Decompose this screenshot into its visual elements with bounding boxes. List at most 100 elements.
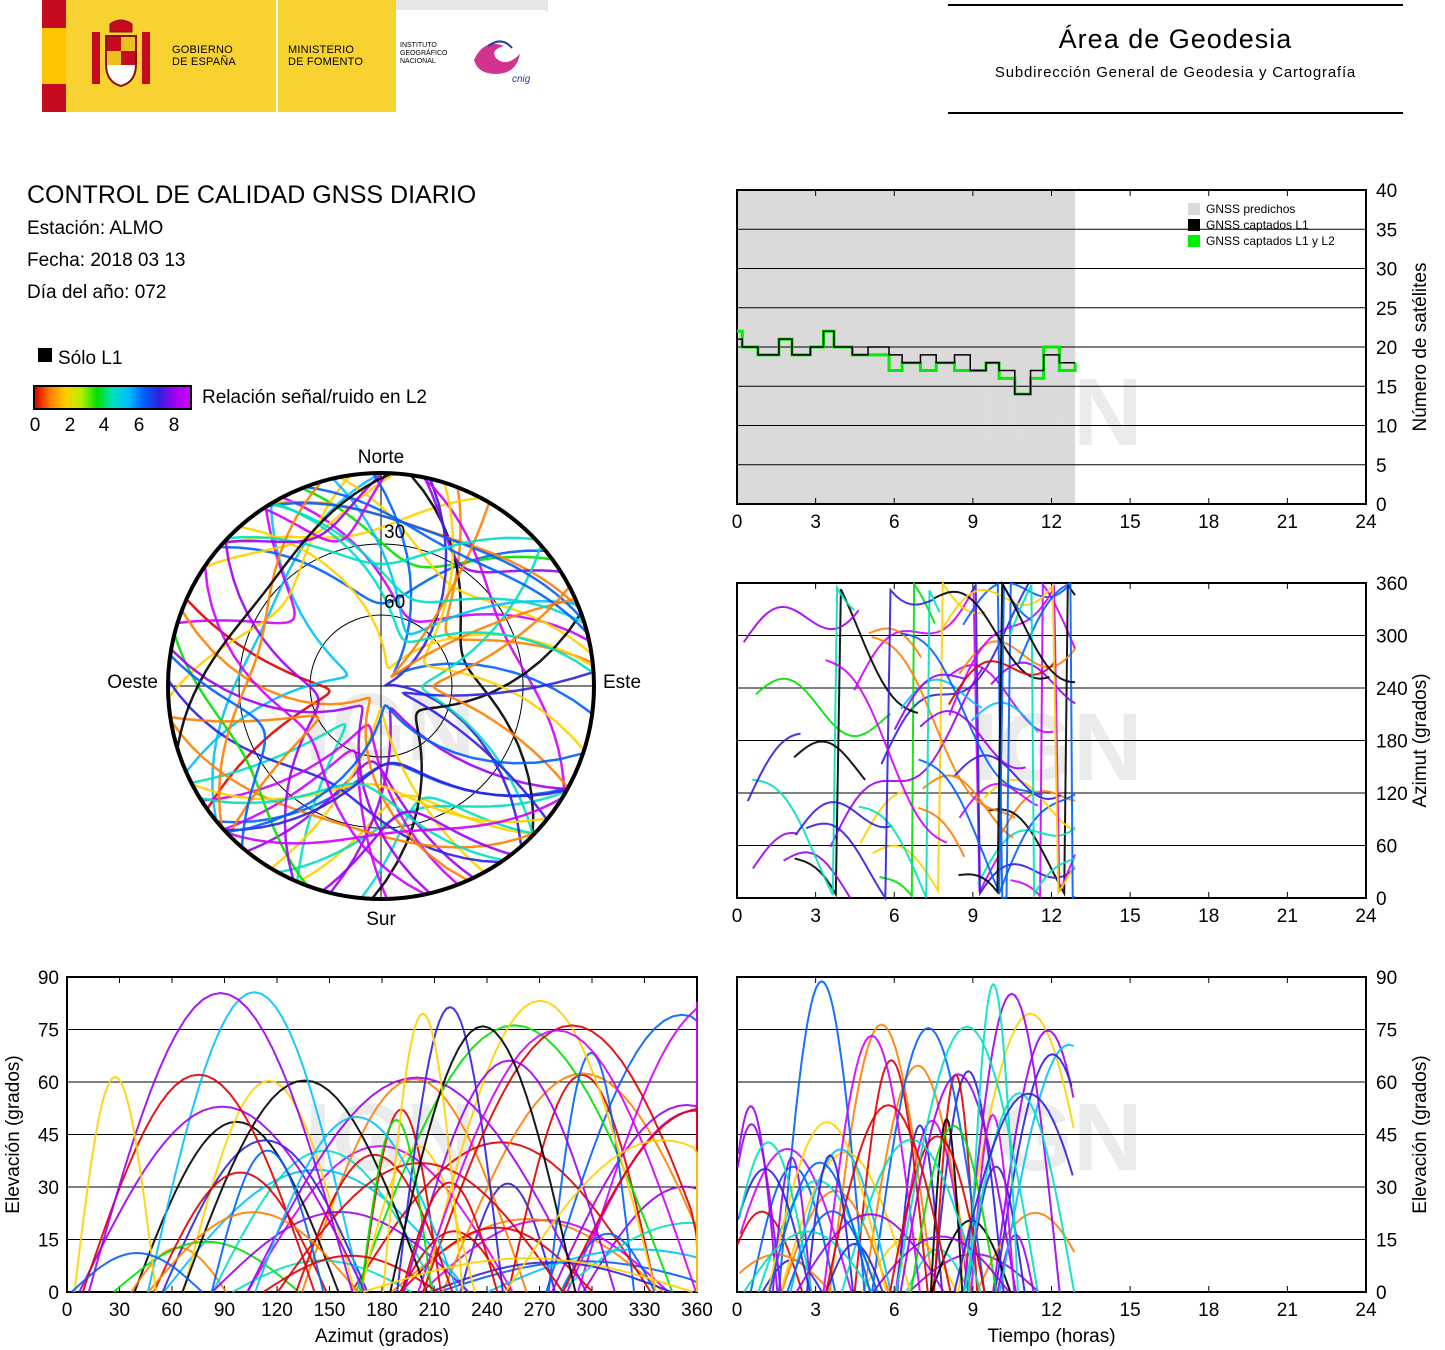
satellite-track xyxy=(217,480,323,828)
y-tick-label: 40 xyxy=(1376,181,1397,202)
elevation-time-track xyxy=(896,1124,944,1293)
y-tick-label: 0 xyxy=(1376,1283,1387,1304)
elevation-time-track xyxy=(929,1117,964,1293)
elevation-time-track xyxy=(889,1135,986,1293)
y-axis-label: Elevación (grados) xyxy=(3,1055,24,1213)
elevation-time-track xyxy=(825,1242,884,1293)
satellite-track xyxy=(169,654,267,848)
x-tick-label: 120 xyxy=(261,1300,293,1321)
x-tick-label: 150 xyxy=(314,1300,346,1321)
y-tick-label: 45 xyxy=(1376,1126,1397,1147)
elevation-time-track xyxy=(795,1213,945,1293)
x-tick-label: 12 xyxy=(1041,1300,1062,1321)
ign-line2: GEOGRÁFICO xyxy=(400,50,448,57)
azimuth-track xyxy=(825,659,948,844)
elevation-track xyxy=(152,1171,328,1293)
satellite-track xyxy=(272,501,595,675)
x-tick-label: 15 xyxy=(1120,906,1141,927)
azimuth-track xyxy=(1008,584,1076,899)
x-tick-label: 330 xyxy=(629,1300,661,1321)
azimuth-track xyxy=(872,580,986,895)
y-tick-label: 90 xyxy=(1376,968,1397,989)
satellite-track xyxy=(185,598,331,810)
azimuth-track xyxy=(755,677,892,738)
x-tick-label: 12 xyxy=(1041,906,1062,927)
elevation-track xyxy=(459,1182,556,1293)
date-label: Fecha: 2018 03 13 xyxy=(27,250,186,271)
satellite-track xyxy=(401,670,594,821)
azimuth-track xyxy=(783,851,852,899)
satellite-track xyxy=(422,476,566,795)
ring-label: 60 xyxy=(384,592,405,613)
direction-west: Oeste xyxy=(107,672,158,693)
x-tick-label: 9 xyxy=(968,906,979,927)
area-title: Área de Geodesia xyxy=(1058,24,1293,54)
ministerio-line1: MINISTERIO xyxy=(288,44,355,56)
satellite-track xyxy=(203,565,427,896)
elevation-track xyxy=(396,1006,504,1293)
x-tick-label: 15 xyxy=(1120,512,1141,533)
y-tick-label: 5 xyxy=(1376,456,1387,477)
y-tick-label: 15 xyxy=(1376,377,1397,398)
direction-east: Este xyxy=(603,672,641,693)
satellite-track xyxy=(321,810,512,892)
plot-frame xyxy=(736,976,1367,1293)
satellite-track xyxy=(170,714,320,836)
azimuth-track xyxy=(1017,581,1076,899)
x-tick-label: 240 xyxy=(471,1300,503,1321)
azimuth-track xyxy=(900,678,983,710)
elevation-track xyxy=(402,1059,616,1293)
satellite-track xyxy=(223,472,384,544)
y-tick-label: 120 xyxy=(1376,784,1408,805)
elevation-track xyxy=(246,1145,514,1293)
satellite-track xyxy=(371,612,583,900)
elevation-track xyxy=(389,1025,577,1293)
satellite-track xyxy=(226,796,563,845)
elevation-track xyxy=(87,991,354,1293)
elevation-time-track xyxy=(779,1151,912,1293)
legend-entry: GNSS captados L1 y L2 xyxy=(1206,234,1335,248)
x-axis-label: Tiempo (horas) xyxy=(987,1326,1115,1347)
satellite-track xyxy=(223,749,389,900)
elevation-time-track xyxy=(953,1092,1074,1293)
coat-of-arms-icon xyxy=(86,18,156,92)
elevation-track xyxy=(504,1139,698,1293)
x-tick-label: 90 xyxy=(214,1300,235,1321)
x-tick-label: 0 xyxy=(732,906,743,927)
x-tick-label: 21 xyxy=(1277,1300,1298,1321)
flag-band xyxy=(42,0,66,112)
x-tick-label: 18 xyxy=(1198,1300,1219,1321)
elevation-track xyxy=(147,1211,359,1293)
satellite-track xyxy=(270,502,586,625)
azimuth-track xyxy=(970,701,1039,733)
azimuth-track xyxy=(958,580,1076,895)
elevation-track xyxy=(547,1051,636,1293)
y-axis-label: Elevación (grados) xyxy=(1410,1055,1431,1213)
y-tick-label: 15 xyxy=(38,1231,59,1252)
x-tick-label: 6 xyxy=(889,512,900,533)
direction-north: Norte xyxy=(358,447,404,468)
azimuth-track xyxy=(752,831,799,870)
elevation-track xyxy=(417,1029,697,1293)
elevation-time-track xyxy=(789,1148,892,1293)
y-tick-label: 45 xyxy=(38,1126,59,1147)
legend-swatch xyxy=(1188,235,1200,247)
x-tick-label: 15 xyxy=(1120,1300,1141,1321)
x-tick-label: 24 xyxy=(1355,906,1377,927)
y-tick-label: 180 xyxy=(1376,732,1408,753)
y-tick-label: 30 xyxy=(1376,1178,1397,1199)
x-tick-label: 30 xyxy=(109,1300,130,1321)
x-tick-label: 9 xyxy=(968,1300,979,1321)
azimuth-track xyxy=(859,791,905,845)
elevation-time-tracks xyxy=(736,980,1076,1293)
satellite-track xyxy=(331,477,578,636)
x-tick-label: 24 xyxy=(1355,1300,1377,1321)
satellite-track xyxy=(180,609,469,882)
x-tick-label: 6 xyxy=(889,1300,900,1321)
x-tick-label: 18 xyxy=(1198,906,1219,927)
snr-tick: 0 xyxy=(29,415,41,436)
plot-frame xyxy=(736,582,1367,899)
azimuth-track xyxy=(997,793,1076,895)
legend-swatch xyxy=(1188,219,1200,231)
elevation-time-track xyxy=(822,1034,921,1293)
